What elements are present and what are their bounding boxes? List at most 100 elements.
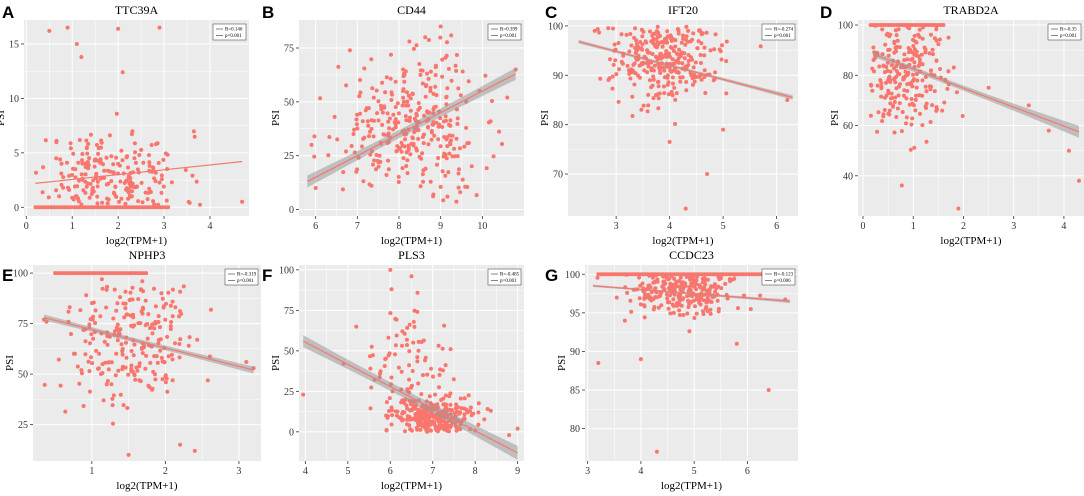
y-axis-label: PSI [829,110,841,126]
data-point [614,72,619,77]
data-point [485,407,490,411]
data-point [143,298,148,303]
legend-r-value: R=-0.485 [500,273,520,278]
y-tick-label: 95 [570,308,580,319]
data-point [649,39,654,44]
data-point [366,106,371,111]
y-tick-label: 40 [843,171,853,182]
data-point [87,369,92,374]
data-point [405,387,410,392]
data-point [632,35,637,40]
data-layer [301,267,520,460]
data-point [892,130,897,135]
data-point [432,133,437,138]
data-point [126,187,131,192]
data-point [662,68,667,73]
data-point [911,72,915,77]
data-point [896,93,901,98]
data-point [115,322,120,327]
data-point [421,179,425,184]
x-tick-label: 5 [721,221,726,232]
data-point [416,348,421,353]
legend-r-value: R=-0.274 [774,28,794,33]
data-point [920,123,925,128]
data-point [86,359,91,364]
y-axis-label: PSI [4,355,16,371]
data-point [71,351,76,356]
data-point [126,165,130,170]
data-point [880,119,885,123]
data-point [192,448,197,453]
data-point [651,77,656,82]
x-tick-label: 4 [207,221,212,232]
data-point [110,396,115,401]
data-point [715,298,720,303]
data-point [681,36,686,41]
data-point [457,167,461,172]
data-point [129,369,134,374]
y-tick-label: 25 [284,387,294,398]
data-point [154,142,158,147]
data-point [423,35,428,40]
data-layer [592,272,791,454]
x-tick-label: 3 [236,466,241,477]
data-point [396,180,401,184]
axes: 4 5 6 7 8 9 0 25 50 75 100 [279,265,520,477]
data-point [902,58,907,63]
data-point [630,94,635,99]
data-point [667,139,672,144]
data-point [399,149,404,154]
data-point [655,35,660,39]
data-point [407,349,412,354]
data-point [915,78,920,83]
data-point [655,277,660,282]
data-point [448,402,453,407]
data-point [881,114,886,119]
data-point [75,184,80,189]
data-point [692,316,697,320]
data-point [75,364,80,369]
data-point [887,108,892,113]
panel-letter: A [2,3,14,22]
data-point [111,171,116,175]
data-point [100,362,105,367]
data-point [897,101,902,106]
data-point [152,354,157,359]
data-point [133,377,138,382]
data-point [409,385,413,390]
data-point [932,89,937,94]
data-point [879,94,884,99]
data-point [157,180,162,185]
data-point [86,163,91,168]
legend-r-value: R=0.146 [225,28,243,33]
data-point [388,76,393,81]
data-point [677,308,682,313]
data-point [665,296,670,301]
data-point [428,179,433,184]
data-point [654,93,658,98]
x-tick-label: 1 [89,466,94,477]
data-point [986,85,991,90]
data-point [654,449,659,454]
data-point [423,94,428,99]
data-point [889,63,894,68]
data-point [901,76,906,81]
data-point [914,93,918,98]
data-point [369,57,374,62]
data-point [86,141,91,146]
data-point [431,107,436,112]
data-point [431,374,435,379]
data-point [73,175,78,180]
data-point [922,45,927,50]
data-point [629,67,634,72]
data-point [169,352,174,357]
data-point [412,324,417,329]
data-point [734,341,739,346]
data-point [87,156,92,161]
data-point [137,364,142,369]
data-point [113,329,117,334]
data-point [133,160,138,165]
data-point [894,74,899,79]
data-point [156,314,161,319]
data-point [170,287,175,292]
